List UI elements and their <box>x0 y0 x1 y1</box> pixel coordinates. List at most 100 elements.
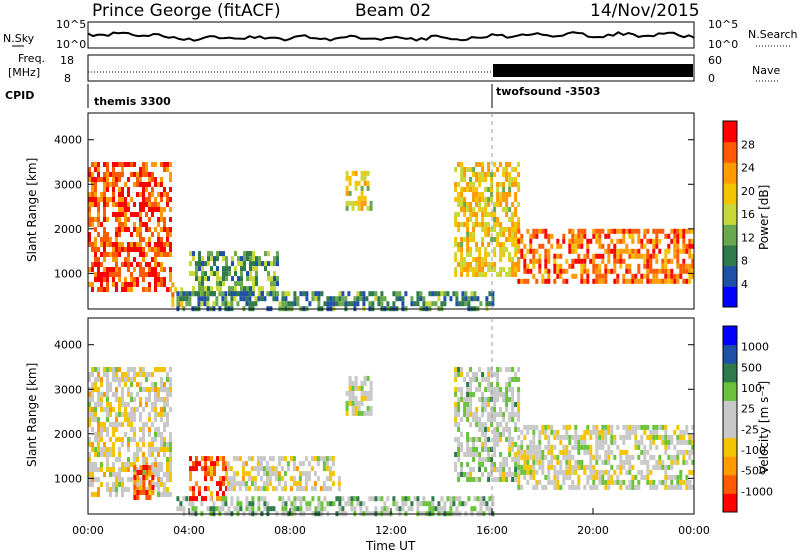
heatmap-cell <box>91 427 94 432</box>
heatmap-cell <box>643 243 647 249</box>
heatmap-cell <box>124 182 127 187</box>
heatmap-cell <box>157 487 160 492</box>
heatmap-cell <box>371 291 375 297</box>
heatmap-cell <box>685 459 689 465</box>
heatmap-cell <box>511 182 515 187</box>
heatmap-cell <box>586 273 590 279</box>
heatmap-cell <box>487 162 491 167</box>
heatmap-cell <box>637 469 641 475</box>
heatmap-cell <box>229 466 233 472</box>
heatmap-cell <box>472 372 476 377</box>
heatmap-cell <box>601 439 605 445</box>
heatmap-cell <box>366 180 370 186</box>
heatmap-cell <box>493 477 497 482</box>
heatmap-cell <box>470 291 474 297</box>
heatmap-cell <box>130 262 133 267</box>
heatmap-cell <box>265 486 269 492</box>
heatmap-cell <box>461 296 465 302</box>
heatmap-cell <box>457 247 461 252</box>
heatmap-cell <box>514 197 518 202</box>
colorbar-tick-label: 100 <box>741 382 762 395</box>
heatmap-cell <box>592 253 596 259</box>
heatmap-cell <box>233 506 237 512</box>
heatmap-cell <box>487 212 491 217</box>
heatmap-cell <box>454 222 458 227</box>
heatmap-cell <box>268 466 272 472</box>
heatmap-cell <box>103 422 106 427</box>
heatmap-cell <box>94 432 97 437</box>
heatmap-cell <box>268 481 272 487</box>
heatmap-cell <box>185 301 189 307</box>
heatmap-cell <box>351 400 355 406</box>
heatmap-cell <box>206 296 210 302</box>
heatmap-cell <box>481 162 485 167</box>
heatmap-cell <box>353 296 357 302</box>
heatmap-cell <box>458 496 462 502</box>
heatmap-cell <box>169 447 172 452</box>
heatmap-cell <box>481 372 485 377</box>
heatmap-cell <box>466 252 470 257</box>
heatmap-cell <box>607 444 611 450</box>
heatmap-cell <box>386 301 390 307</box>
heatmap-cell <box>487 402 491 407</box>
heatmap-cell <box>454 272 458 277</box>
heatmap-cell <box>200 296 204 302</box>
heatmap-cell <box>259 466 263 472</box>
heatmap-cell <box>514 477 518 482</box>
heatmap-cell <box>283 481 287 487</box>
heatmap-cell <box>145 287 148 292</box>
heatmap-cell <box>478 437 482 442</box>
heatmap-cell <box>595 434 599 440</box>
heatmap-cell <box>592 424 596 430</box>
heatmap-cell <box>91 202 94 207</box>
heatmap-cell <box>619 434 623 440</box>
heatmap-cell <box>133 480 137 485</box>
heatmap-cell <box>479 501 483 507</box>
heatmap-cell <box>469 387 473 392</box>
heatmap-cell <box>151 447 154 452</box>
heatmap-cell <box>535 479 539 485</box>
heatmap-cell <box>491 501 495 507</box>
heatmap-cell <box>130 287 133 292</box>
heatmap-cell <box>213 256 216 262</box>
heatmap-cell <box>204 271 207 277</box>
heatmap-cell <box>112 407 115 412</box>
heatmap-cell <box>598 474 602 480</box>
heatmap-cell <box>496 382 500 387</box>
heatmap-cell <box>320 506 324 512</box>
heatmap-cell <box>454 197 458 202</box>
heatmap-cell <box>508 272 512 277</box>
heatmap-cell <box>136 482 139 487</box>
heatmap-cell <box>345 170 349 176</box>
heatmap-cell <box>437 506 441 512</box>
heatmap-cell <box>124 212 127 217</box>
heatmap-cell <box>272 506 276 512</box>
heatmap-cell <box>616 248 620 254</box>
heatmap-cell <box>103 192 106 197</box>
heatmap-cell <box>142 257 145 262</box>
heatmap-cell <box>526 444 530 450</box>
heatmap-cell <box>163 487 166 492</box>
heatmap-cell <box>233 296 237 302</box>
heatmap-cell <box>532 228 536 234</box>
heatmap-cell <box>592 454 596 460</box>
heatmap-cell <box>460 202 464 207</box>
heatmap-cell <box>652 273 656 279</box>
heatmap-cell <box>345 185 349 191</box>
heatmap-cell <box>353 506 357 512</box>
heatmap-cell <box>604 278 608 284</box>
heatmap-cell <box>505 407 509 412</box>
heatmap-cell <box>592 228 596 234</box>
heatmap-cell <box>598 434 602 440</box>
heatmap-cell <box>295 481 299 487</box>
heatmap-cell <box>496 192 500 197</box>
heatmap-cell <box>249 291 252 297</box>
heatmap-cell <box>154 177 157 182</box>
heatmap-cell <box>112 277 115 282</box>
heatmap-cell <box>148 272 151 277</box>
heatmap-cell <box>301 461 305 467</box>
heatmap-cell <box>637 253 641 259</box>
heatmap-cell <box>469 207 473 212</box>
heatmap-cell <box>460 242 464 247</box>
